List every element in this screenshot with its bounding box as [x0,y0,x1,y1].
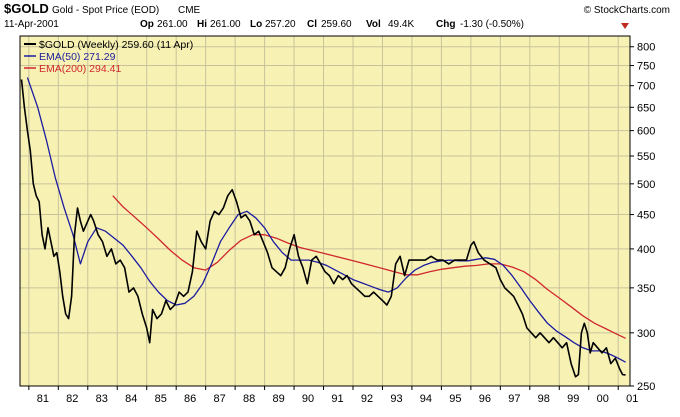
x-tick-label: 97 [508,393,520,405]
x-tick-label: 99 [567,393,579,405]
low-value: 257.20 [265,19,296,30]
low-label: Lo [250,19,262,30]
copyright: © StockCharts.com [584,5,670,16]
x-tick-label: 90 [302,393,314,405]
y-tick-label: 250 [637,381,655,393]
y-tick-label: 300 [637,328,655,340]
y-tick-label: 800 [637,42,655,54]
series-price-line [20,79,626,378]
x-tick-label: 91 [331,393,343,405]
volume-label: Vol [366,19,381,30]
grid-vertical [28,36,619,386]
down-arrow-icon [621,23,629,29]
legend-price-label: $GOLD (Weekly) 259.60 (11 Apr) [39,39,193,51]
x-tick-label: 96 [479,393,491,405]
chart-name: Gold - Spot Price (EOD) [52,5,159,16]
x-tick-label: 92 [361,393,373,405]
volume-value: 49.4K [388,19,414,30]
y-tick-label: 700 [637,81,655,93]
x-tick-label: 81 [37,393,49,405]
y-axis: 250 300 350 400 450 500 550 600 650 700 750 800 [630,42,655,393]
series-group [20,77,626,378]
y-tick-label: 550 [637,151,655,163]
x-tick-label: 84 [125,393,137,405]
y-tick-label: 500 [637,179,655,191]
open-value: 261.00 [157,19,188,30]
chart-symbol: $GOLD [4,1,49,16]
high-value: 261.00 [210,19,241,30]
plot-border [19,35,631,387]
x-tick-label: 98 [538,393,550,405]
y-tick-label: 400 [637,244,655,256]
x-tick-label: 85 [155,393,167,405]
x-tick-label: 86 [184,393,196,405]
change-label: Chg [436,19,455,30]
x-tick-label: 95 [449,393,461,405]
series-ema50-line [26,77,626,363]
y-tick-label: 750 [637,61,655,73]
y-tick-label: 600 [637,126,655,138]
grid-horizontal [20,46,630,387]
x-tick-label: 94 [420,393,432,405]
x-axis: 81 82 83 84 85 86 87 88 89 90 91 92 93 94 95 96 97 98 99 00… [28,386,638,405]
x-tick-label: 89 [272,393,284,405]
close-value: 259.60 [321,19,352,30]
series-ema200-line [112,195,626,339]
y-tick-label: 650 [637,102,655,114]
chart-date: 11-Apr-2001 [4,19,59,30]
x-tick-label: 01 [626,393,638,405]
x-tick-label: 88 [243,393,255,405]
change-value: -1.30 (-0.50%) [460,19,524,30]
x-tick-label: 82 [66,393,78,405]
y-tick-label: 350 [637,283,655,295]
legend-ema200-label: EMA(200) 294.41 [39,63,121,75]
y-tick-label: 450 [637,210,655,222]
x-tick-label: 00 [597,393,609,405]
legend: $GOLD (Weekly) 259.60 (11 Apr)EMA(50) 27… [24,39,193,75]
chart-exchange: CME [178,5,201,16]
open-label: Op [140,19,154,30]
plot-area [20,36,630,386]
high-label: Hi [197,19,207,30]
x-tick-label: 83 [96,393,108,405]
close-label: Cl [307,19,317,30]
x-tick-label: 87 [214,393,226,405]
x-tick-label: 93 [390,393,402,405]
legend-ema50-label: EMA(50) 271.29 [39,51,116,63]
